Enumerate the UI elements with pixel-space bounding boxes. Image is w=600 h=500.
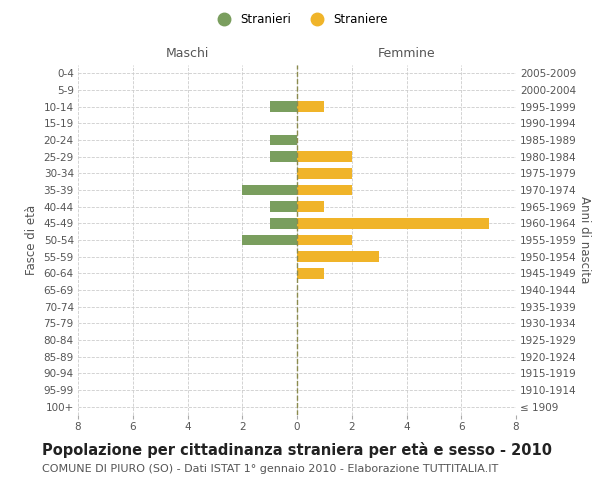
Bar (269, 152, 297, 162)
Bar (242, 184, 297, 196)
Text: COMUNE DI PIURO (SO) - Dati ISTAT 1° gennaio 2010 - Elaborazione TUTTITALIA.IT: COMUNE DI PIURO (SO) - Dati ISTAT 1° gen… (42, 464, 498, 474)
Bar (297, 184, 352, 196)
Text: Maschi: Maschi (166, 47, 209, 60)
Bar (269, 202, 297, 212)
Bar (297, 152, 352, 162)
Bar (297, 234, 352, 246)
Legend: Stranieri, Straniere: Stranieri, Straniere (207, 8, 393, 31)
Bar (297, 218, 488, 229)
Bar (297, 202, 325, 212)
Bar (269, 102, 297, 112)
Bar (297, 102, 325, 112)
Bar (297, 268, 325, 279)
Text: Popolazione per cittadinanza straniera per età e sesso - 2010: Popolazione per cittadinanza straniera p… (42, 442, 552, 458)
Bar (297, 168, 352, 179)
Bar (269, 218, 297, 229)
Y-axis label: Anni di nascita: Anni di nascita (578, 196, 591, 284)
Bar (269, 134, 297, 145)
Bar (297, 251, 379, 262)
Bar (242, 234, 297, 246)
Text: Femmine: Femmine (377, 47, 436, 60)
Y-axis label: Fasce di età: Fasce di età (25, 205, 38, 275)
